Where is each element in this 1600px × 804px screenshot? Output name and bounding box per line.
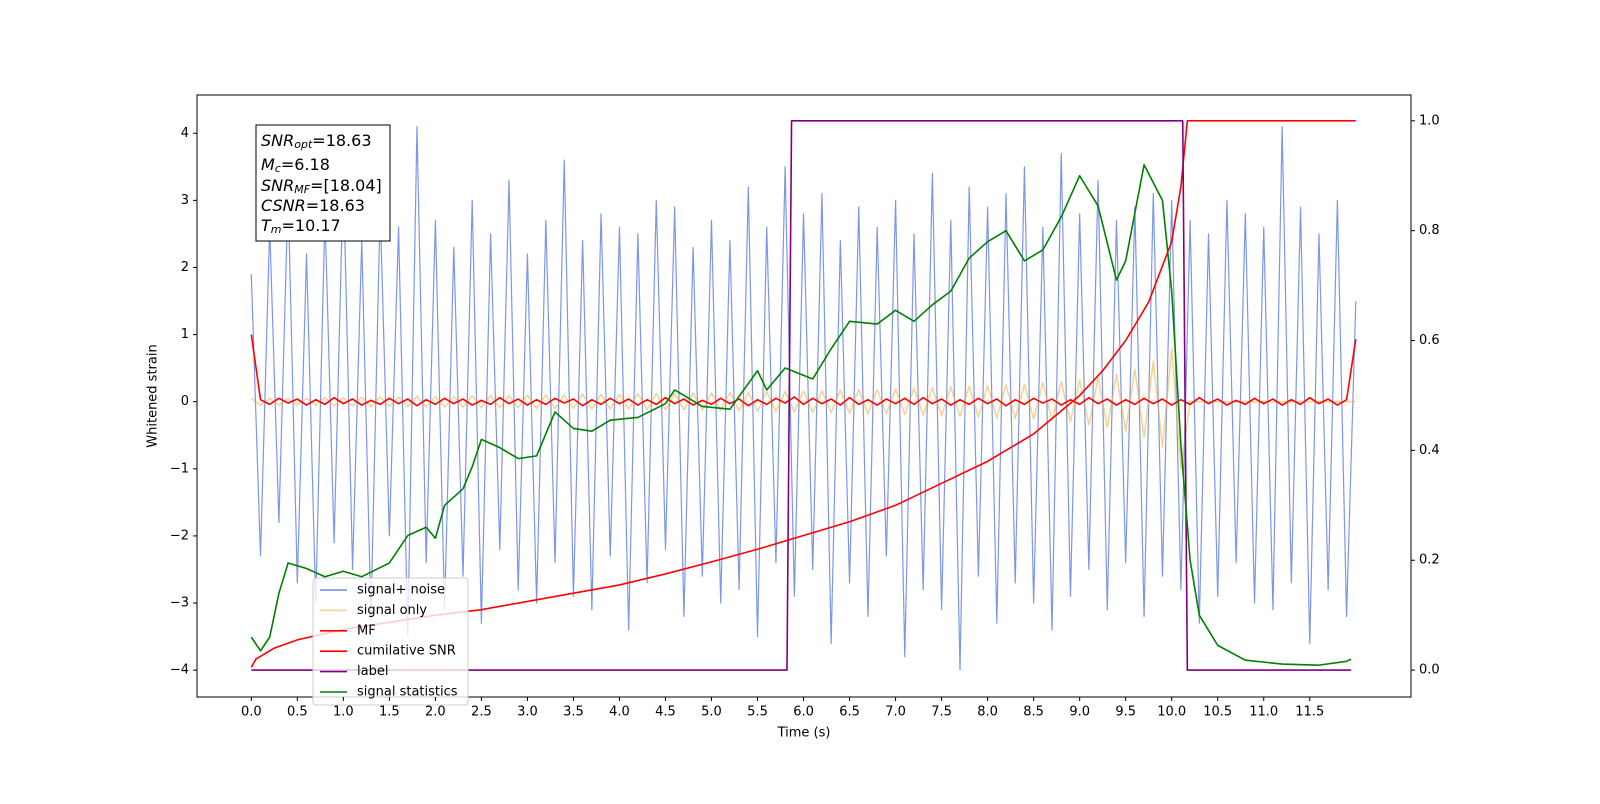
x-tick-label: 9.0 bbox=[1069, 705, 1090, 720]
annotation-subscript: opt bbox=[294, 138, 313, 151]
annotation-subscript: c bbox=[275, 162, 281, 175]
x-tick-label: 3.5 bbox=[563, 705, 584, 720]
y-tick-label: 0 bbox=[181, 394, 189, 409]
x-tick-label: 5.5 bbox=[747, 705, 768, 720]
annotation-symbol: SNR bbox=[261, 176, 294, 195]
x-tick-label: 2.5 bbox=[471, 705, 492, 720]
annotation-value: =18.63 bbox=[312, 131, 371, 150]
x-tick-label: 1.5 bbox=[379, 705, 400, 720]
annotation-box bbox=[255, 124, 391, 242]
y-tick-label: 4 bbox=[181, 126, 189, 141]
legend-label: cumilative SNR bbox=[357, 644, 456, 659]
series-line bbox=[250, 125, 1357, 671]
annotation-symbol: M bbox=[261, 155, 275, 174]
x-tick-label: 2.0 bbox=[425, 705, 446, 720]
annotation-symbol: T bbox=[261, 216, 272, 235]
annotation-line: CSNR=18.63 bbox=[261, 196, 365, 215]
x-tick-label: 10.5 bbox=[1203, 705, 1232, 720]
x-axis-label: Time (s) bbox=[777, 726, 831, 741]
x-tick-label: 7.5 bbox=[931, 705, 952, 720]
annotation-line: Mc=6.18 bbox=[261, 155, 330, 176]
annotation-value: =6.18 bbox=[281, 155, 330, 174]
x-tick-label: 0.0 bbox=[241, 705, 262, 720]
series-line bbox=[250, 347, 1356, 470]
y2-tick-label: 0.6 bbox=[1419, 333, 1440, 348]
y-axis-label: Whitened strain bbox=[146, 344, 161, 447]
legend-label: signal only bbox=[357, 603, 427, 618]
annotation-line: SNRopt=18.63 bbox=[261, 131, 372, 152]
x-tick-label: 9.5 bbox=[1115, 705, 1136, 720]
annotation: SNRopt=18.63Mc=6.18SNRMF=[18.04]CSNR=18.… bbox=[261, 131, 382, 237]
y2-tick-label: 0.4 bbox=[1419, 443, 1440, 458]
y2-tick-label: 1.0 bbox=[1419, 113, 1440, 128]
legend-label: signal statistics bbox=[357, 685, 458, 700]
x-tick-label: 3.0 bbox=[517, 705, 538, 720]
legend-label: MF bbox=[357, 623, 376, 638]
y-tick-label: −2 bbox=[170, 528, 189, 543]
series-line bbox=[250, 163, 1352, 666]
x-tick-label: 5.0 bbox=[701, 705, 722, 720]
annotation-subscript: MF bbox=[294, 183, 310, 196]
annotation-value: =[18.04] bbox=[310, 176, 382, 195]
y-tick-label: 2 bbox=[181, 260, 189, 275]
annotation-subscript: m bbox=[271, 223, 282, 236]
y-tick-label: 1 bbox=[181, 327, 189, 342]
x-tick-label: 8.0 bbox=[977, 705, 998, 720]
x-tick-label: 10.0 bbox=[1157, 705, 1186, 720]
annotation-line: Tm=10.17 bbox=[261, 216, 341, 237]
y-tick-label: −1 bbox=[170, 461, 189, 476]
x-tick-label: 4.0 bbox=[609, 705, 630, 720]
x-tick-label: 6.5 bbox=[839, 705, 860, 720]
y2-tick-label: 0.2 bbox=[1419, 553, 1440, 568]
x-tick-label: 11.5 bbox=[1295, 705, 1324, 720]
y2-tick-label: 0.0 bbox=[1419, 663, 1440, 678]
annotation-line: SNRMF=[18.04] bbox=[261, 176, 382, 197]
annotation-symbol: SNR bbox=[261, 131, 294, 150]
legend-box bbox=[312, 577, 469, 706]
x-tick-label: 4.5 bbox=[655, 705, 676, 720]
legend-label: label bbox=[357, 664, 388, 679]
annotation-symbol: CSNR bbox=[261, 196, 306, 215]
series-line bbox=[250, 334, 1357, 407]
x-tick-label: 8.5 bbox=[1023, 705, 1044, 720]
y-tick-label: 3 bbox=[181, 193, 189, 208]
x-tick-label: 11.0 bbox=[1249, 705, 1278, 720]
x-tick-label: 1.0 bbox=[333, 705, 354, 720]
x-tick-label: 6.0 bbox=[793, 705, 814, 720]
legend-label: signal+ noise bbox=[357, 583, 445, 598]
annotation-value: =10.17 bbox=[282, 216, 341, 235]
x-tick-label: 0.5 bbox=[287, 705, 308, 720]
legend: signal+ noise signal only MF cumilative SNR… bbox=[320, 583, 458, 700]
annotation-value: =18.63 bbox=[306, 196, 365, 215]
y-tick-label: −4 bbox=[170, 663, 189, 678]
series-line bbox=[251, 120, 1352, 671]
y2-tick-label: 0.8 bbox=[1419, 223, 1440, 238]
y-tick-label: −3 bbox=[170, 596, 189, 611]
x-tick-label: 7.0 bbox=[885, 705, 906, 720]
